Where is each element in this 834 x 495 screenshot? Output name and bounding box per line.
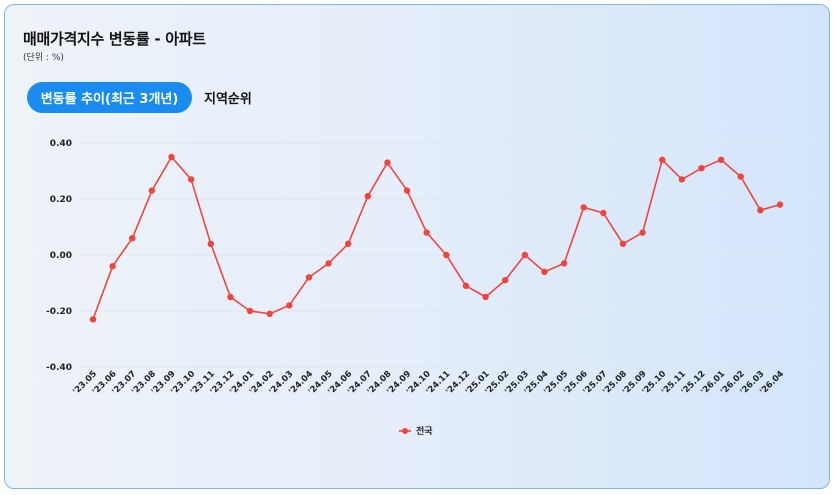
data-point[interactable] xyxy=(541,268,548,275)
data-point[interactable] xyxy=(659,156,666,163)
data-point[interactable] xyxy=(384,159,391,166)
y-tick-label: -0.40 xyxy=(46,363,72,373)
data-point[interactable] xyxy=(364,193,371,200)
data-point[interactable] xyxy=(168,153,175,161)
data-point[interactable] xyxy=(403,187,411,194)
data-point[interactable] xyxy=(148,187,156,194)
data-point[interactable] xyxy=(305,274,313,281)
data-point[interactable] xyxy=(678,176,686,183)
data-point[interactable] xyxy=(580,204,587,211)
data-point[interactable] xyxy=(246,307,254,315)
y-tick-label: 0.40 xyxy=(50,139,72,149)
x-axis: '23.05'23.06'23.07'23.08'23.09'23.10'23.… xyxy=(71,369,786,397)
data-point[interactable] xyxy=(187,176,195,183)
data-point[interactable] xyxy=(227,293,234,301)
y-tick-label: -0.20 xyxy=(46,307,72,317)
y-axis: 0.40 0.20 0.00 -0.20 -0.40 xyxy=(46,139,72,373)
data-point[interactable] xyxy=(344,240,352,247)
legend[interactable]: 전국 xyxy=(399,425,433,437)
data-point[interactable] xyxy=(462,282,470,289)
data-point[interactable] xyxy=(443,251,450,259)
data-point[interactable] xyxy=(482,293,489,301)
chart-title: 매매가격지수 변동률 - 아파트 xyxy=(23,30,206,48)
data-point[interactable] xyxy=(619,240,627,247)
grid-lines xyxy=(78,142,818,368)
data-point[interactable] xyxy=(560,260,568,267)
series-points xyxy=(89,153,784,323)
data-point[interactable] xyxy=(423,229,430,236)
data-point[interactable] xyxy=(639,229,646,236)
chart-card: 매매가격지수 변동률 - 아파트 (단위 : %) 변동률 추이(최근 3개년)… xyxy=(4,4,830,489)
series-line-national xyxy=(92,155,781,320)
tab-trend[interactable]: 변동률 추이(최근 3개년) xyxy=(27,82,192,113)
data-point[interactable] xyxy=(129,235,136,242)
data-point[interactable] xyxy=(207,240,214,247)
data-point[interactable] xyxy=(737,173,744,180)
data-point[interactable] xyxy=(521,251,529,259)
data-point[interactable] xyxy=(717,156,725,163)
tab-region-rank[interactable]: 지역순위 xyxy=(204,92,252,107)
data-point[interactable] xyxy=(286,302,293,309)
unit-label: (단위 : %) xyxy=(23,53,64,63)
y-tick-label: 0.20 xyxy=(50,195,72,205)
data-point[interactable] xyxy=(325,260,332,267)
y-tick-label: 0.00 xyxy=(50,251,72,261)
data-point[interactable] xyxy=(698,165,705,172)
data-point[interactable] xyxy=(266,310,273,317)
legend-swatch-dot xyxy=(402,428,408,434)
data-point[interactable] xyxy=(109,263,116,270)
data-point[interactable] xyxy=(776,201,784,208)
legend-label: 전국 xyxy=(416,425,433,437)
data-point[interactable] xyxy=(89,316,97,323)
data-point[interactable] xyxy=(757,207,764,214)
data-point[interactable] xyxy=(600,209,607,217)
data-point[interactable] xyxy=(502,277,509,284)
